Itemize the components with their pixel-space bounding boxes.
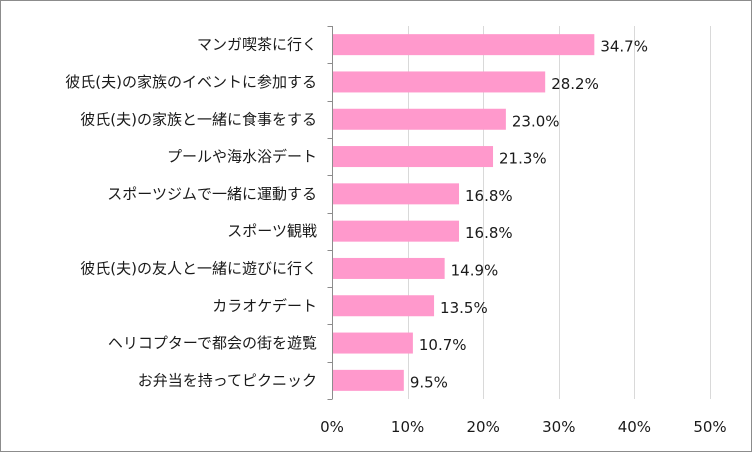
x-tick-labels: 0% 10% 20% 30% 40% 50% bbox=[320, 418, 727, 436]
x-tick-label-10: 10% bbox=[391, 418, 424, 436]
bar-1 bbox=[333, 71, 546, 93]
category-label-3: プールや海水浴デート bbox=[167, 148, 317, 166]
value-label-5: 16.8% bbox=[465, 224, 513, 242]
category-label-9: お弁当を持ってピクニック bbox=[138, 371, 317, 389]
value-label-1: 28.2% bbox=[551, 75, 599, 93]
value-label-3: 21.3% bbox=[499, 150, 547, 168]
category-label-7: カラオケデート bbox=[212, 297, 317, 315]
category-label-4: スポーツジムで一緒に運動する bbox=[107, 185, 317, 203]
value-label-8: 10.7% bbox=[419, 336, 467, 354]
category-label-6: 彼氏(夫)の友人と一緒に遊びに行く bbox=[80, 259, 317, 277]
bar-6 bbox=[333, 257, 445, 279]
x-tick-label-30: 30% bbox=[542, 418, 575, 436]
category-label-2: 彼氏(夫)の家族と一緒に食事をする bbox=[80, 110, 317, 128]
category-label-8: ヘリコプターで都会の街を遊覧 bbox=[108, 334, 317, 352]
category-label-0: マンガ喫茶に行く bbox=[197, 36, 317, 54]
x-tick-label-50: 50% bbox=[693, 418, 726, 436]
value-labels: 34.7% 28.2% 23.0% 21.3% 16.8% 16.8% 14.9% 13.5%… bbox=[410, 38, 648, 392]
value-label-6: 14.9% bbox=[451, 261, 499, 279]
value-label-9: 9.5% bbox=[410, 373, 448, 391]
x-tick-label-20: 20% bbox=[467, 418, 500, 436]
bar-0 bbox=[333, 34, 595, 56]
category-axis bbox=[327, 26, 333, 400]
category-label-5: スポーツ観戦 bbox=[227, 222, 317, 240]
value-label-7: 13.5% bbox=[440, 299, 488, 317]
bar-5 bbox=[333, 220, 460, 242]
x-tick-label-40: 40% bbox=[618, 418, 651, 436]
category-label-1: 彼氏(夫)の家族のイベントに参加する bbox=[65, 73, 317, 91]
x-tick-label-0: 0% bbox=[320, 418, 344, 436]
bar-3 bbox=[333, 146, 494, 168]
value-label-0: 34.7% bbox=[600, 38, 648, 56]
bar-7 bbox=[333, 295, 435, 317]
bar-2 bbox=[333, 108, 506, 130]
bars bbox=[333, 34, 595, 391]
category-labels: マンガ喫茶に行く彼氏(夫)の家族のイベントに参加する彼氏(夫)の家族と一緒に食事… bbox=[65, 36, 317, 390]
bar-9 bbox=[333, 369, 404, 391]
value-label-2: 23.0% bbox=[512, 112, 560, 130]
bar-8 bbox=[333, 332, 413, 354]
bar-4 bbox=[333, 183, 460, 205]
value-label-4: 16.8% bbox=[465, 187, 513, 205]
